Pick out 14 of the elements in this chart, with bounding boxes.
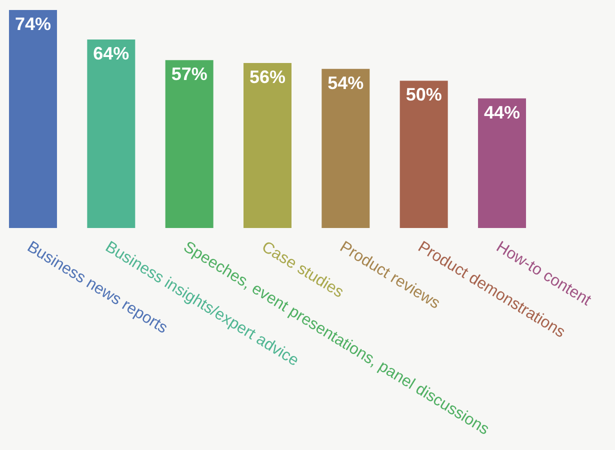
bar — [322, 68, 370, 228]
bar — [8, 10, 57, 228]
data-label: 64% — [93, 43, 130, 64]
data-label: 57% — [171, 64, 208, 84]
bar — [244, 63, 292, 228]
data-label: 54% — [328, 72, 364, 93]
data-label: 74% — [14, 14, 52, 34]
bar — [87, 39, 136, 228]
bar — [400, 80, 448, 228]
data-label: 56% — [249, 67, 286, 88]
data-label: 50% — [406, 84, 442, 105]
bar — [478, 98, 526, 228]
data-label: 44% — [484, 102, 520, 122]
bar — [165, 60, 214, 228]
